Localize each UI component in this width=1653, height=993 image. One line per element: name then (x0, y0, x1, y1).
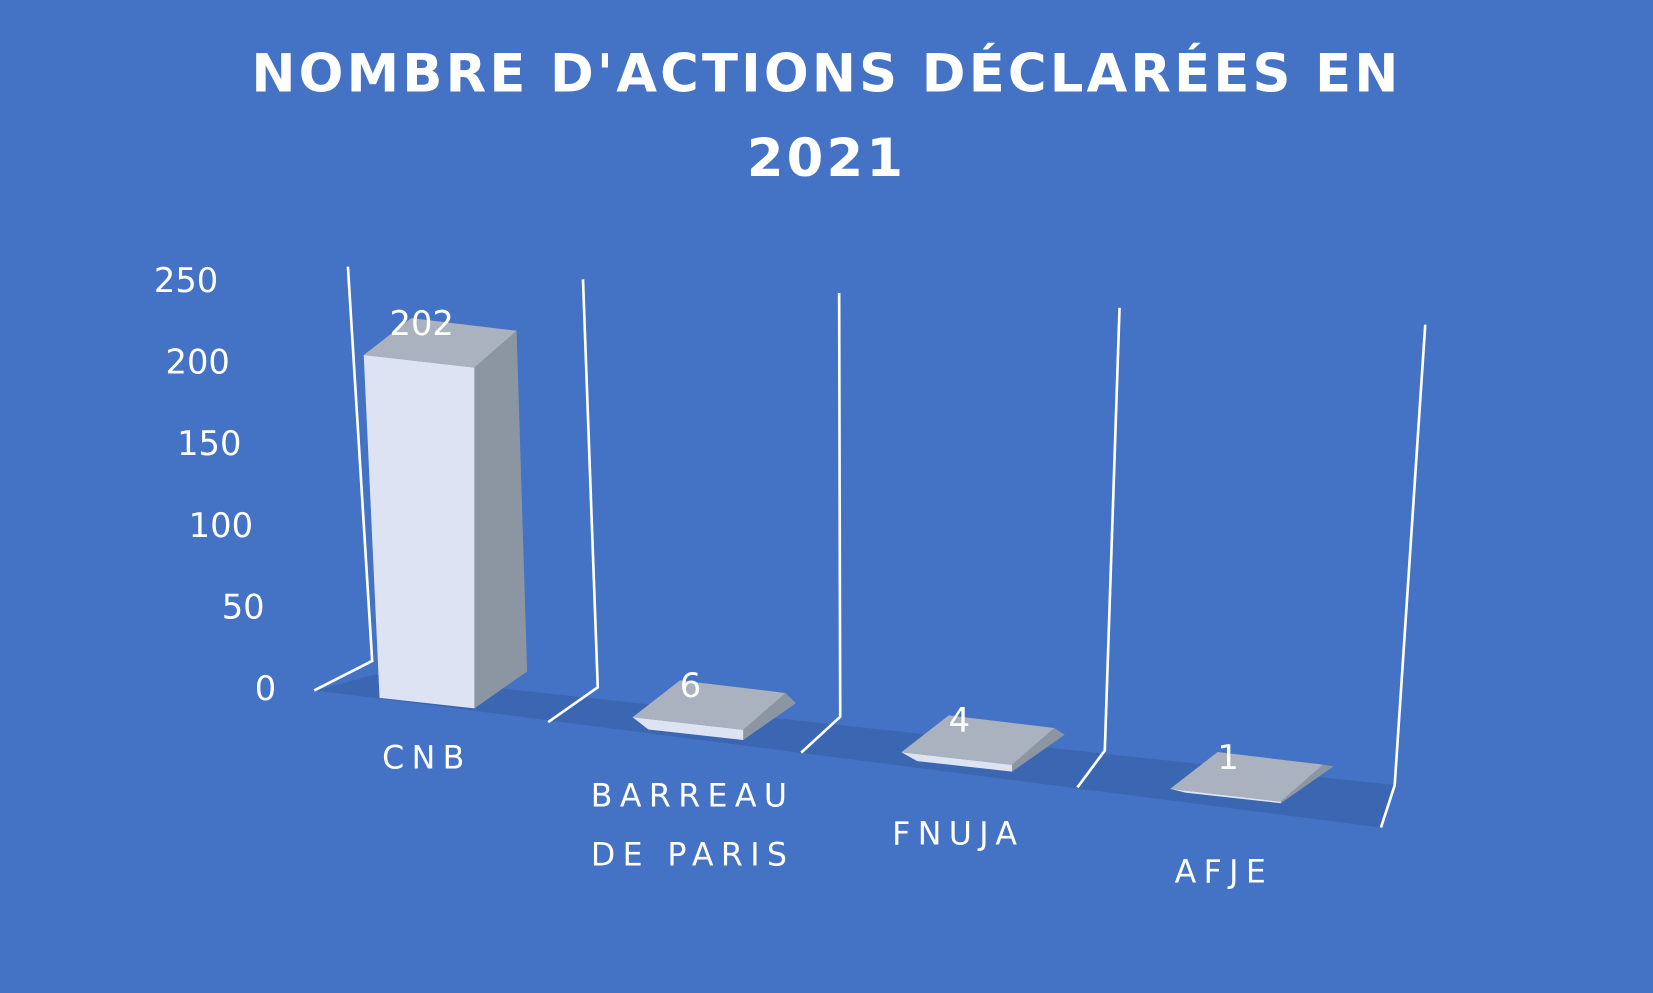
bar (632, 717, 744, 741)
bar-side (474, 330, 528, 709)
wall-line (1379, 324, 1427, 828)
y-tick-label: 200 (165, 343, 229, 382)
y-tick-label: 0 (255, 669, 276, 708)
x-tick-label: AFJE (1174, 853, 1274, 891)
data-label: 6 (680, 666, 701, 705)
y-tick-label: 150 (177, 424, 241, 463)
x-tick-label: CNB (382, 740, 472, 777)
bar (363, 355, 475, 709)
bar-top (363, 318, 517, 368)
x-tick-box: CNB (382, 740, 472, 777)
bar-top (632, 680, 786, 730)
chart-title: NOMBRE D'ACTIONS DÉCLARÉES EN 2021 (251, 43, 1402, 189)
x-tick-label: FNUJA (892, 815, 1025, 853)
y-tick-label: 100 (189, 506, 253, 545)
bar-top (1170, 752, 1323, 802)
x-tick-box: AFJE (1174, 853, 1274, 891)
data-label: 4 (949, 701, 970, 740)
bar-side (743, 692, 796, 741)
x-tick-label: BARREAU DE PARIS (590, 777, 795, 874)
wall-line (1076, 307, 1121, 789)
walls (313, 266, 1427, 828)
y-tick-label: 50 (222, 587, 265, 626)
bar (1170, 788, 1281, 804)
x-tick-box: BARREAU DE PARIS (590, 777, 795, 874)
bar (901, 752, 1013, 772)
bar-top (901, 715, 1055, 765)
data-label: 1 (1217, 738, 1238, 777)
floor (316, 674, 1397, 828)
title-box: NOMBRE D'ACTIONS DÉCLARÉES EN 2021 (251, 43, 1402, 189)
bar-side (1280, 764, 1334, 804)
bar-side (1012, 727, 1065, 772)
data-label: 202 (390, 304, 454, 343)
x-tick-box: FNUJA (892, 815, 1025, 853)
y-tick-label: 250 (154, 261, 218, 300)
wall-line (800, 293, 842, 754)
wall-line (547, 279, 600, 724)
wall-line (313, 266, 374, 692)
